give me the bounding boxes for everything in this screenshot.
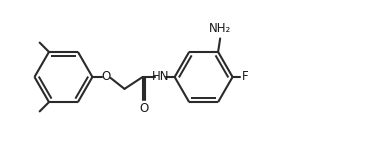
Text: F: F xyxy=(242,71,249,83)
Text: O: O xyxy=(139,102,148,115)
Text: NH₂: NH₂ xyxy=(209,22,231,35)
Text: O: O xyxy=(102,71,111,83)
Text: HN: HN xyxy=(152,71,169,83)
